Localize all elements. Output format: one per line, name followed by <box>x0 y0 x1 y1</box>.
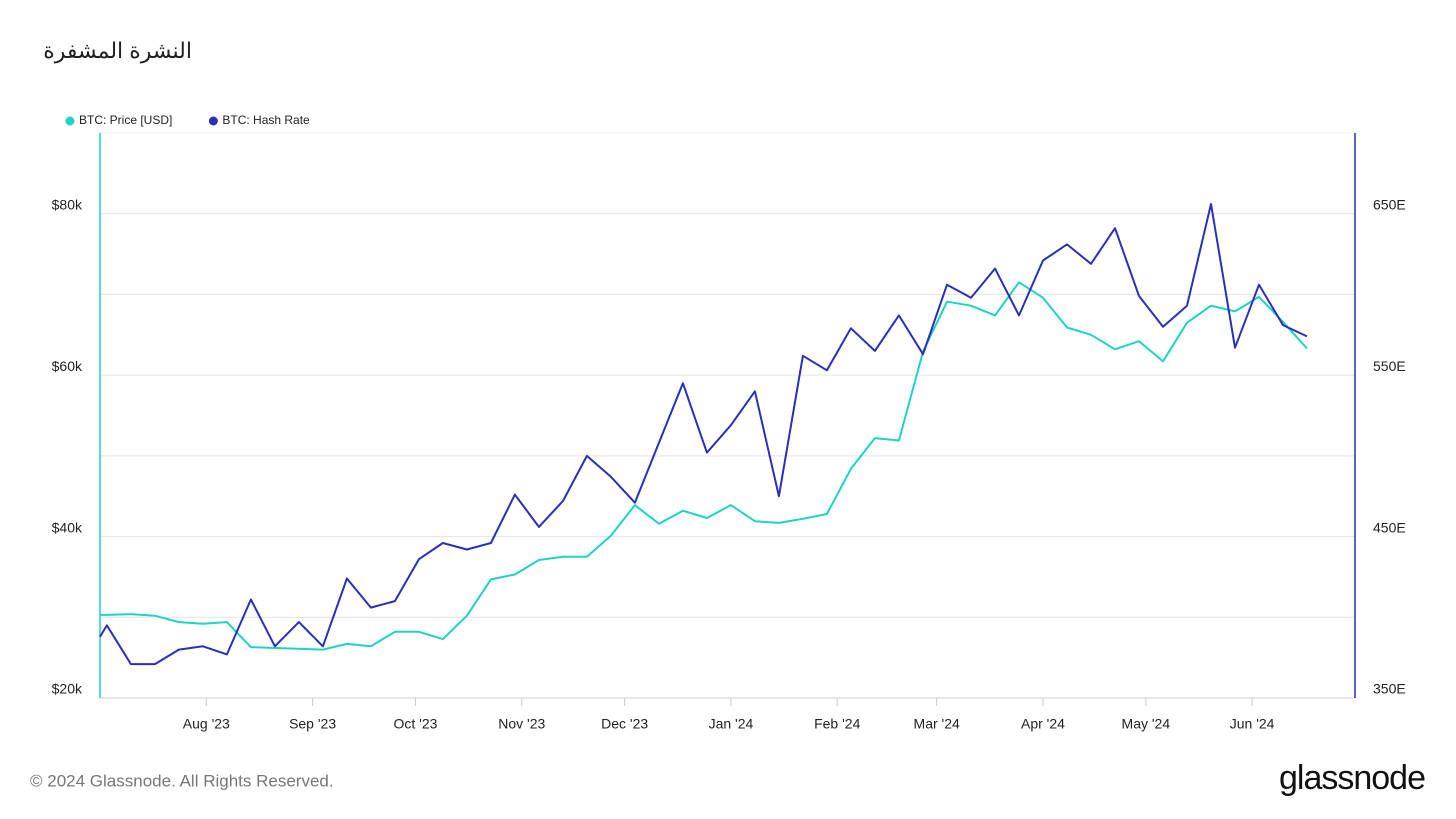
series-line <box>99 203 1308 666</box>
x-tick-label: Nov '23 <box>498 716 545 732</box>
copyright: © 2024 Glassnode. All Rights Reserved. <box>30 771 334 790</box>
x-tick-label: Jan '24 <box>709 716 754 732</box>
x-tick-label: Mar '24 <box>914 716 960 732</box>
x-tick-label: May '24 <box>1122 716 1171 732</box>
y-tick-label: $60k <box>52 358 83 374</box>
x-tick-label: Apr '24 <box>1021 716 1065 732</box>
legend-label: BTC: Hash Rate <box>222 113 310 127</box>
x-tick-label: Jun '24 <box>1230 716 1275 732</box>
series-line <box>100 281 1308 651</box>
y-tick-label: $20k <box>52 681 83 697</box>
x-tick-label: Sep '23 <box>289 716 336 732</box>
x-tick-label: Aug '23 <box>183 716 230 732</box>
legend-label: BTC: Price [USD] <box>79 113 172 127</box>
y-tick-label: $80k <box>52 196 83 212</box>
chart-title: النشرة المشفرة <box>43 38 192 63</box>
x-tick-label: Dec '23 <box>601 716 648 732</box>
y2-tick-label: 450E <box>1373 519 1406 535</box>
y-tick-label: $40k <box>52 519 83 535</box>
legend-swatch <box>65 116 75 126</box>
legend-swatch <box>208 116 218 126</box>
x-tick-label: Oct '23 <box>394 716 438 732</box>
y2-tick-label: 350E <box>1373 681 1406 697</box>
y2-tick-label: 650E <box>1373 196 1406 212</box>
x-tick-label: Feb '24 <box>814 716 860 732</box>
brand-logo: glassnode <box>1279 759 1425 797</box>
y2-tick-label: 550E <box>1373 358 1406 374</box>
